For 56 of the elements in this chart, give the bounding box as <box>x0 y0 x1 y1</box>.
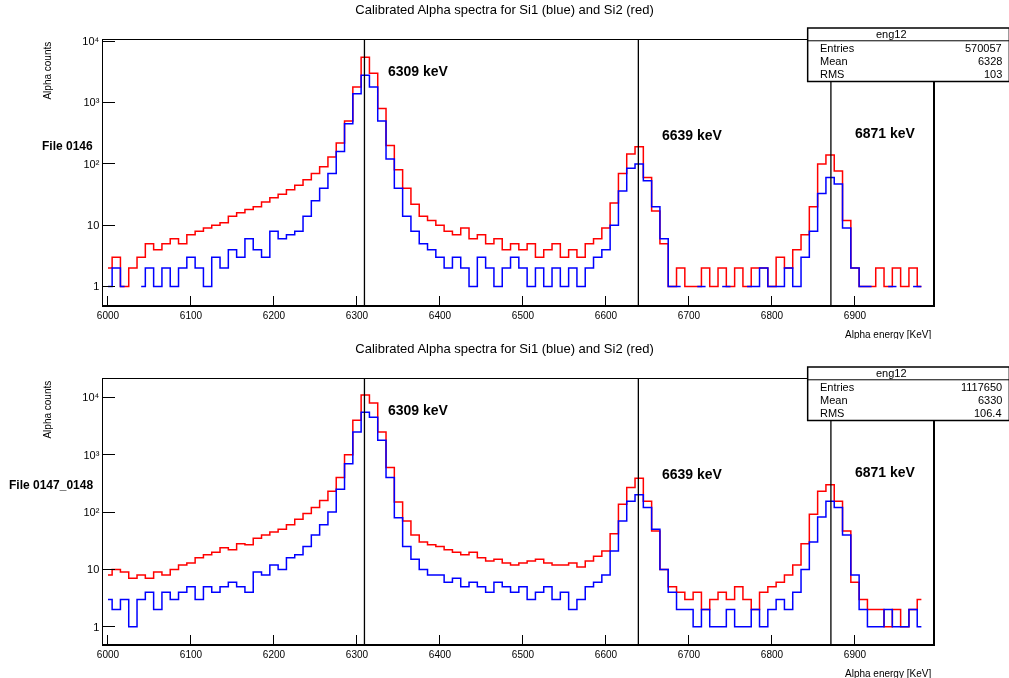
text: eng12 <box>876 28 907 40</box>
y-tick-label: 10³ <box>83 448 100 461</box>
text: 6330 <box>978 394 1003 406</box>
y-axis-title: Alpha counts <box>41 41 53 100</box>
y-tick-label: 10 <box>87 219 100 232</box>
x-tick-label: 6000 <box>96 648 120 660</box>
text: 106.4 <box>974 407 1002 419</box>
x-tick-label: 6800 <box>760 648 784 660</box>
text: 6328 <box>978 55 1003 67</box>
x-tick-label: 6200 <box>262 309 286 321</box>
annotation: Entries <box>820 381 855 393</box>
annotation: RMS <box>820 68 845 80</box>
text: 1117650 <box>961 381 1003 393</box>
text: File 0147_0148 <box>9 478 94 492</box>
text: File 0146 <box>42 139 94 153</box>
x-tick-label: 6600 <box>594 648 618 660</box>
ref-line-label: 6309 keV <box>388 402 449 418</box>
y-tick-label: 10⁴ <box>82 35 100 48</box>
x-tick-label: 6500 <box>511 309 535 321</box>
x-tick-label: 6400 <box>428 648 452 660</box>
x-tick-label: 6200 <box>262 648 286 660</box>
x-tick-label: 6100 <box>179 309 203 321</box>
y-tick-label: 10⁴ <box>82 391 100 404</box>
ref-line-label: 6309 keV <box>388 63 449 79</box>
text: 103 <box>984 68 1003 80</box>
annotation: Mean <box>820 55 848 67</box>
x-tick-label: 6500 <box>511 648 535 660</box>
y-tick-label: 10² <box>83 157 100 170</box>
x-tick-label: 6700 <box>677 309 701 321</box>
x-tick-label: 6100 <box>179 648 203 660</box>
text: 570057 <box>965 42 1002 54</box>
x-tick-label: 6900 <box>843 309 867 321</box>
text: eng12 <box>876 367 907 379</box>
ref-line-label: 6639 keV <box>662 466 723 482</box>
x-tick-label: 6600 <box>594 309 618 321</box>
x-tick-label: 6000 <box>96 309 120 321</box>
y-tick-label: 1 <box>93 280 100 293</box>
chart-title: Calibrated Alpha spectra for Si1 (blue) and Si2 (red) <box>355 2 654 18</box>
x-tick-label: 6900 <box>843 648 867 660</box>
chart-title: Calibrated Alpha spectra for Si1 (blue) and Si2 (red) <box>355 341 654 357</box>
ref-line-label: 6871 keV <box>855 125 916 141</box>
y-tick-label: 10² <box>83 505 100 518</box>
y-axis-title: Alpha counts <box>41 380 53 439</box>
annotation: RMS <box>820 407 845 419</box>
annotation: Entries <box>820 42 855 54</box>
annotation: Mean <box>820 394 848 406</box>
x-tick-label: 6400 <box>428 309 452 321</box>
x-tick-label: 6700 <box>677 648 701 660</box>
x-tick-label: 6300 <box>345 648 369 660</box>
y-tick-label: 10³ <box>83 96 100 109</box>
x-tick-label: 6300 <box>345 309 369 321</box>
x-tick-label: 6800 <box>760 309 784 321</box>
y-tick-label: 1 <box>93 620 100 633</box>
ref-line-label: 6871 keV <box>855 464 916 480</box>
y-tick-label: 10 <box>87 563 100 576</box>
ref-line-label: 6639 keV <box>662 127 723 143</box>
